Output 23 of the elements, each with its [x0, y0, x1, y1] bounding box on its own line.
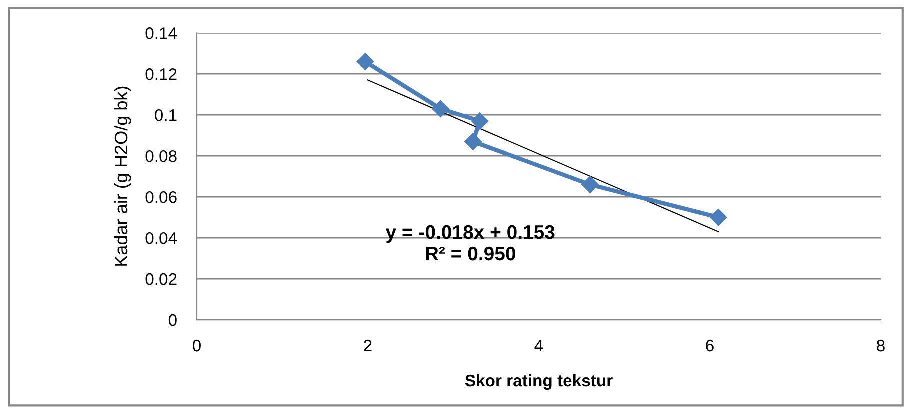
y-tick-label: 0.14 — [146, 28, 178, 40]
y-tick-label: 0.12 — [146, 68, 177, 80]
y-tick-label: 0.1 — [155, 109, 177, 122]
x-tick-label: 2 — [364, 340, 372, 352]
point — [356, 53, 374, 70]
x-tick-label: 4 — [534, 340, 544, 352]
y-tick-label: 0.08 — [146, 150, 177, 162]
annotation: y = -0.018x + 0.153 — [386, 225, 555, 244]
x-tick-label: 8 — [877, 340, 885, 352]
x-tick-label: 6 — [706, 340, 714, 352]
y-axis-title: Kadar air (g H2O/g bk) — [114, 86, 132, 266]
point — [464, 133, 482, 150]
point — [471, 112, 489, 130]
point — [432, 100, 450, 118]
y-tick-label: 0.06 — [146, 191, 177, 204]
point — [582, 176, 599, 194]
y-tick-label: 0 — [168, 314, 177, 326]
x-tick-label: 0 — [193, 340, 201, 352]
y-tick-label: 0.02 — [146, 273, 177, 286]
point — [710, 209, 728, 226]
y-tick-label: 0.04 — [146, 232, 178, 244]
annotation: R² = 0.950 — [426, 246, 516, 261]
x-axis-title: Skor rating tekstur — [465, 374, 613, 390]
